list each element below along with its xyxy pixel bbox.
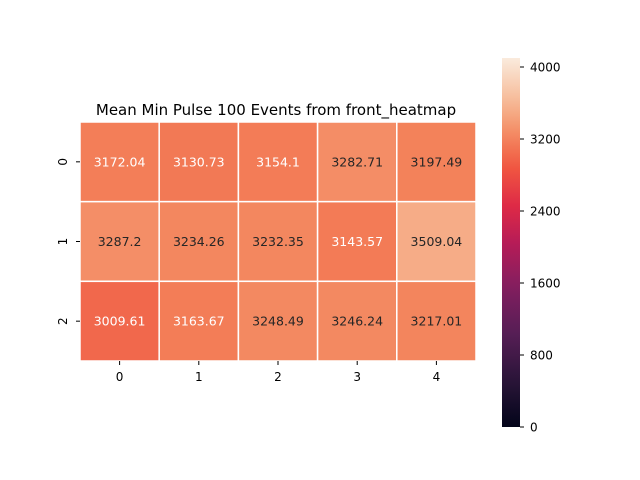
x-tick-label-1: 1	[195, 370, 203, 384]
cell-value-label-r0-c0: 3172.04	[94, 154, 146, 169]
heatmap-cell-r0-c1	[158, 121, 240, 203]
cell-value-label-r2-c4: 3217.01	[411, 314, 463, 329]
colorbar: 0 800 1600 2400 3200 4000	[502, 58, 561, 435]
x-tick-label-0: 0	[116, 370, 124, 384]
heatmap-cell-r2-c3	[316, 280, 398, 362]
colorbar-gradient	[502, 58, 520, 427]
y-tick-label-0: 0	[56, 158, 70, 166]
cell-value-label-r0-c2: 3154.1	[256, 154, 300, 169]
cell-value-label-r2-c0: 3009.61	[94, 314, 146, 329]
cell-value-label-r1-c4: 3509.04	[411, 234, 463, 249]
y-tick-label-1: 1	[56, 238, 70, 246]
cell-value-label-r1-c3: 3143.57	[331, 234, 383, 249]
heatmap-cell-r1-c2	[237, 200, 319, 283]
x-tick-label-3: 3	[353, 370, 361, 384]
cell-value-label-r0-c3: 3282.71	[331, 154, 383, 169]
colorbar-tick-label-2: 1600	[530, 277, 561, 291]
chart-title: Mean Min Pulse 100 Events from front_hea…	[96, 101, 456, 120]
x-axis: 0 1 2 3 4	[116, 361, 440, 384]
cell-value-label-r0-c1: 3130.73	[173, 154, 225, 169]
heatmap-cells: 3172.04 3130.73 3154.1 3282.71 3197.49 3287.2…	[79, 121, 477, 362]
cell-value-label-r1-c2: 3232.35	[252, 234, 304, 249]
colorbar-tick-label-3: 2400	[530, 205, 561, 219]
y-axis: 0 1 2	[56, 158, 80, 325]
cell-value-label-r1-c1: 3234.26	[173, 234, 225, 249]
colorbar-tick-label-1: 800	[530, 349, 553, 363]
colorbar-tick-label-0: 0	[530, 421, 538, 435]
x-tick-label-2: 2	[274, 370, 282, 384]
cell-value-label-r2-c3: 3246.24	[331, 314, 383, 329]
heatmap-cell-r0-c0	[79, 121, 160, 203]
cell-value-label-r2-c2: 3248.49	[252, 314, 304, 329]
cell-value-label-r0-c4: 3197.49	[411, 154, 463, 169]
heatmap-cell-r0-c2	[237, 121, 319, 203]
cell-value-label-r2-c1: 3163.67	[173, 314, 225, 329]
cell-value-label-r1-c0: 3287.2	[98, 234, 142, 249]
colorbar-tick-label-5: 4000	[530, 61, 561, 75]
heatmap-cell-r2-c1	[158, 280, 240, 362]
heatmap-cell-r1-c4	[396, 200, 477, 283]
colorbar-tick-label-4: 3200	[530, 133, 561, 147]
x-tick-label-4: 4	[433, 370, 441, 384]
y-tick-label-2: 2	[56, 317, 70, 325]
